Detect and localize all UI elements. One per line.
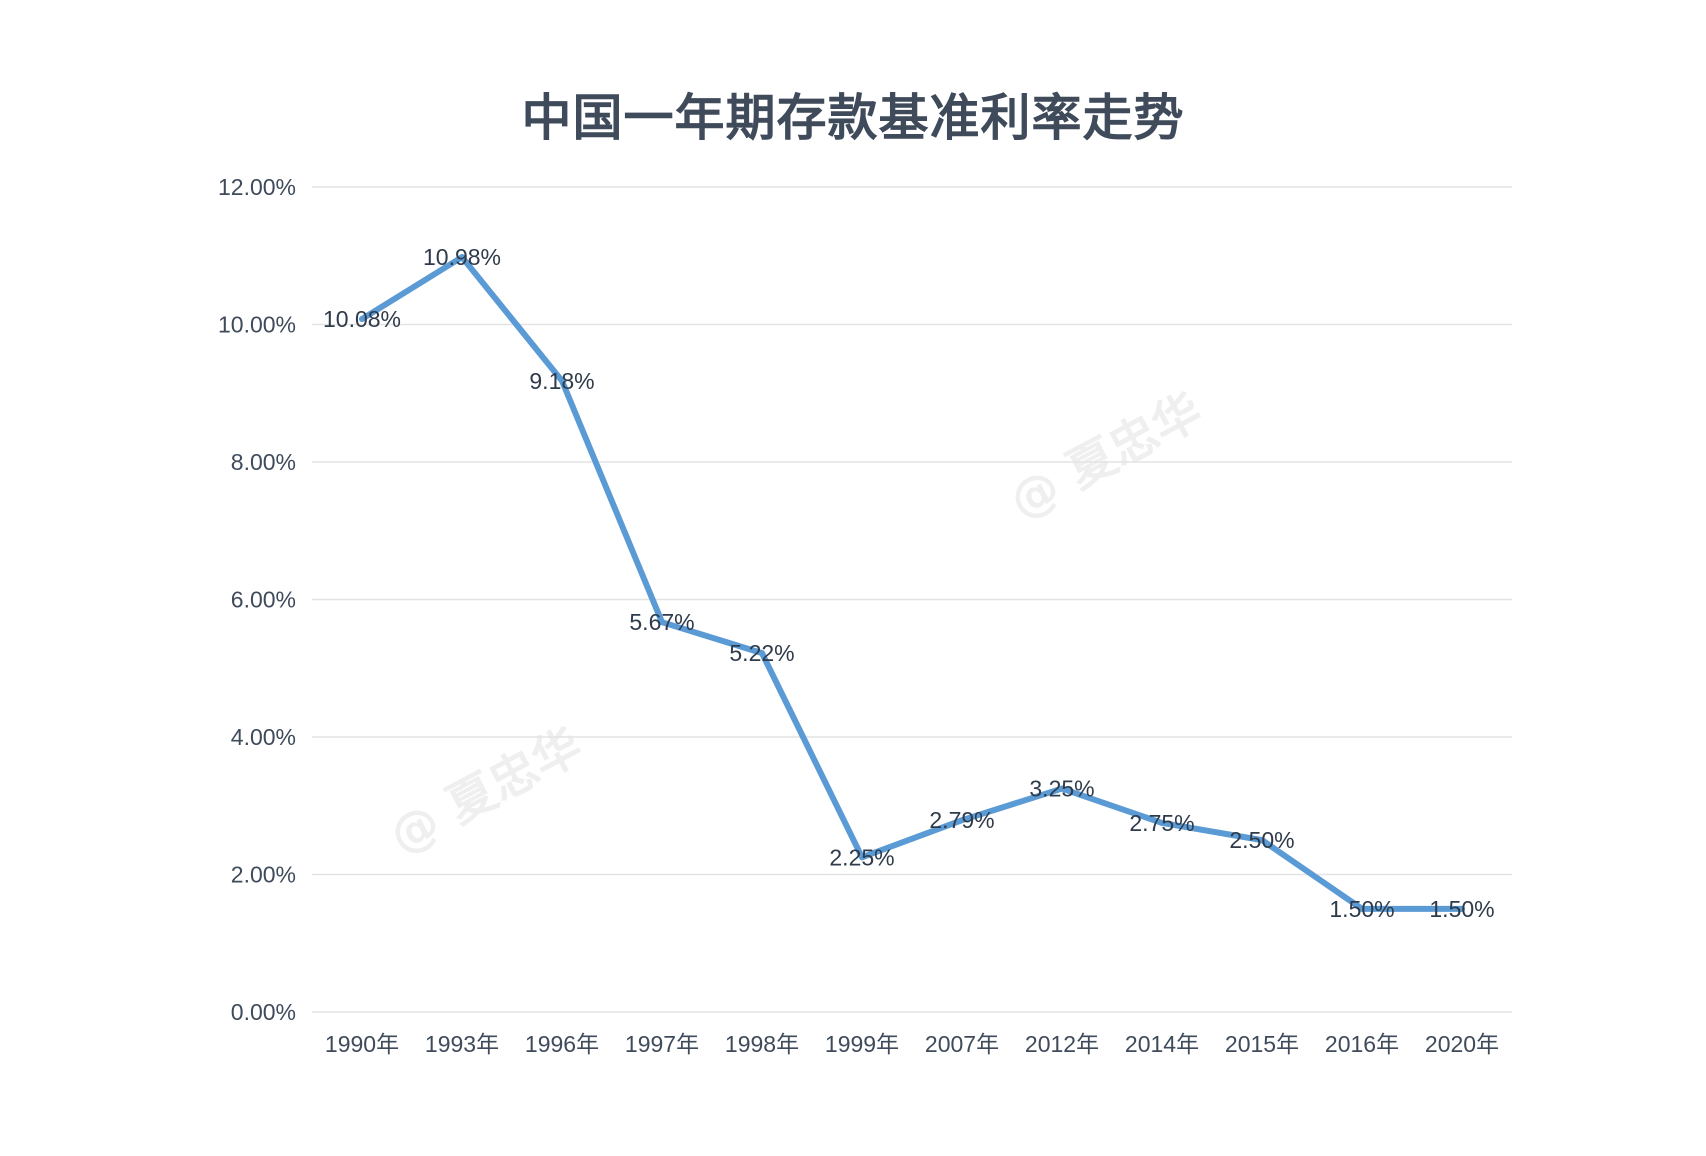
data-label: 2.25%: [829, 844, 894, 870]
data-point: [859, 854, 865, 861]
data-point: [1059, 785, 1065, 792]
x-tick-label: 1993年: [425, 1031, 499, 1057]
data-point: [559, 377, 565, 384]
data-label: 9.18%: [529, 368, 594, 394]
y-tick-label: 8.00%: [231, 449, 296, 475]
x-tick-label: 2016年: [1325, 1031, 1399, 1057]
x-tick-label: 2012年: [1025, 1031, 1099, 1057]
data-point: [759, 650, 765, 657]
data-point: [659, 619, 665, 626]
x-tick-label: 1999年: [825, 1031, 899, 1057]
x-tick-label: 1997年: [625, 1031, 699, 1057]
chart-title: 中国一年期存款基准利率走势: [521, 88, 1185, 147]
x-tick-label: 2015年: [1225, 1031, 1299, 1057]
x-tick-label: 2020年: [1425, 1031, 1499, 1057]
y-tick-label: 4.00%: [231, 724, 296, 750]
y-tick-label: 2.00%: [231, 862, 296, 888]
y-tick-label: 6.00%: [231, 587, 296, 613]
x-tick-label: 1996年: [525, 1031, 599, 1057]
data-point: [359, 316, 365, 322]
x-tick-label: 1990年: [325, 1031, 399, 1057]
data-point: [459, 254, 465, 261]
data-label: 3.25%: [1029, 776, 1094, 802]
data-label: 2.75%: [1129, 810, 1194, 836]
x-tick-label: 1998年: [725, 1031, 799, 1057]
x-tick-label: 2007年: [925, 1031, 999, 1057]
data-point: [1359, 905, 1365, 912]
data-label: 10.08%: [323, 306, 401, 332]
data-point: [1159, 819, 1165, 826]
series-line: [359, 254, 1465, 912]
data-point: [1459, 905, 1465, 912]
x-tick-label: 2014年: [1125, 1031, 1199, 1057]
series-line-path: [359, 254, 1465, 912]
y-tick-label: 0.00%: [231, 999, 296, 1025]
data-label: 2.79%: [929, 807, 994, 833]
data-point: [1259, 837, 1265, 844]
data-label: 10.98%: [423, 244, 501, 270]
data-labels: 10.08% 10.98% 9.18% 5.67% 5.22% 2.25% 2.79% 3.2…: [323, 244, 1495, 922]
y-axis: 0.00% 2.00% 4.00% 6.00% 8.00% 10.00% 12.00%: [218, 174, 296, 1025]
y-tick-label: 12.00%: [218, 174, 296, 200]
data-label: 5.22%: [729, 640, 794, 666]
data-label: 5.67%: [629, 609, 694, 635]
x-axis: 1990年 1993年 1996年 1997年 1998年 1999年 2007年 2012年…: [325, 1031, 1499, 1057]
data-point: [959, 817, 965, 824]
data-label: 1.50%: [1329, 896, 1394, 922]
y-tick-label: 10.00%: [218, 312, 296, 338]
grid-lines: [312, 186, 1512, 1013]
data-label: 2.50%: [1229, 827, 1294, 853]
data-label: 1.50%: [1429, 896, 1494, 922]
